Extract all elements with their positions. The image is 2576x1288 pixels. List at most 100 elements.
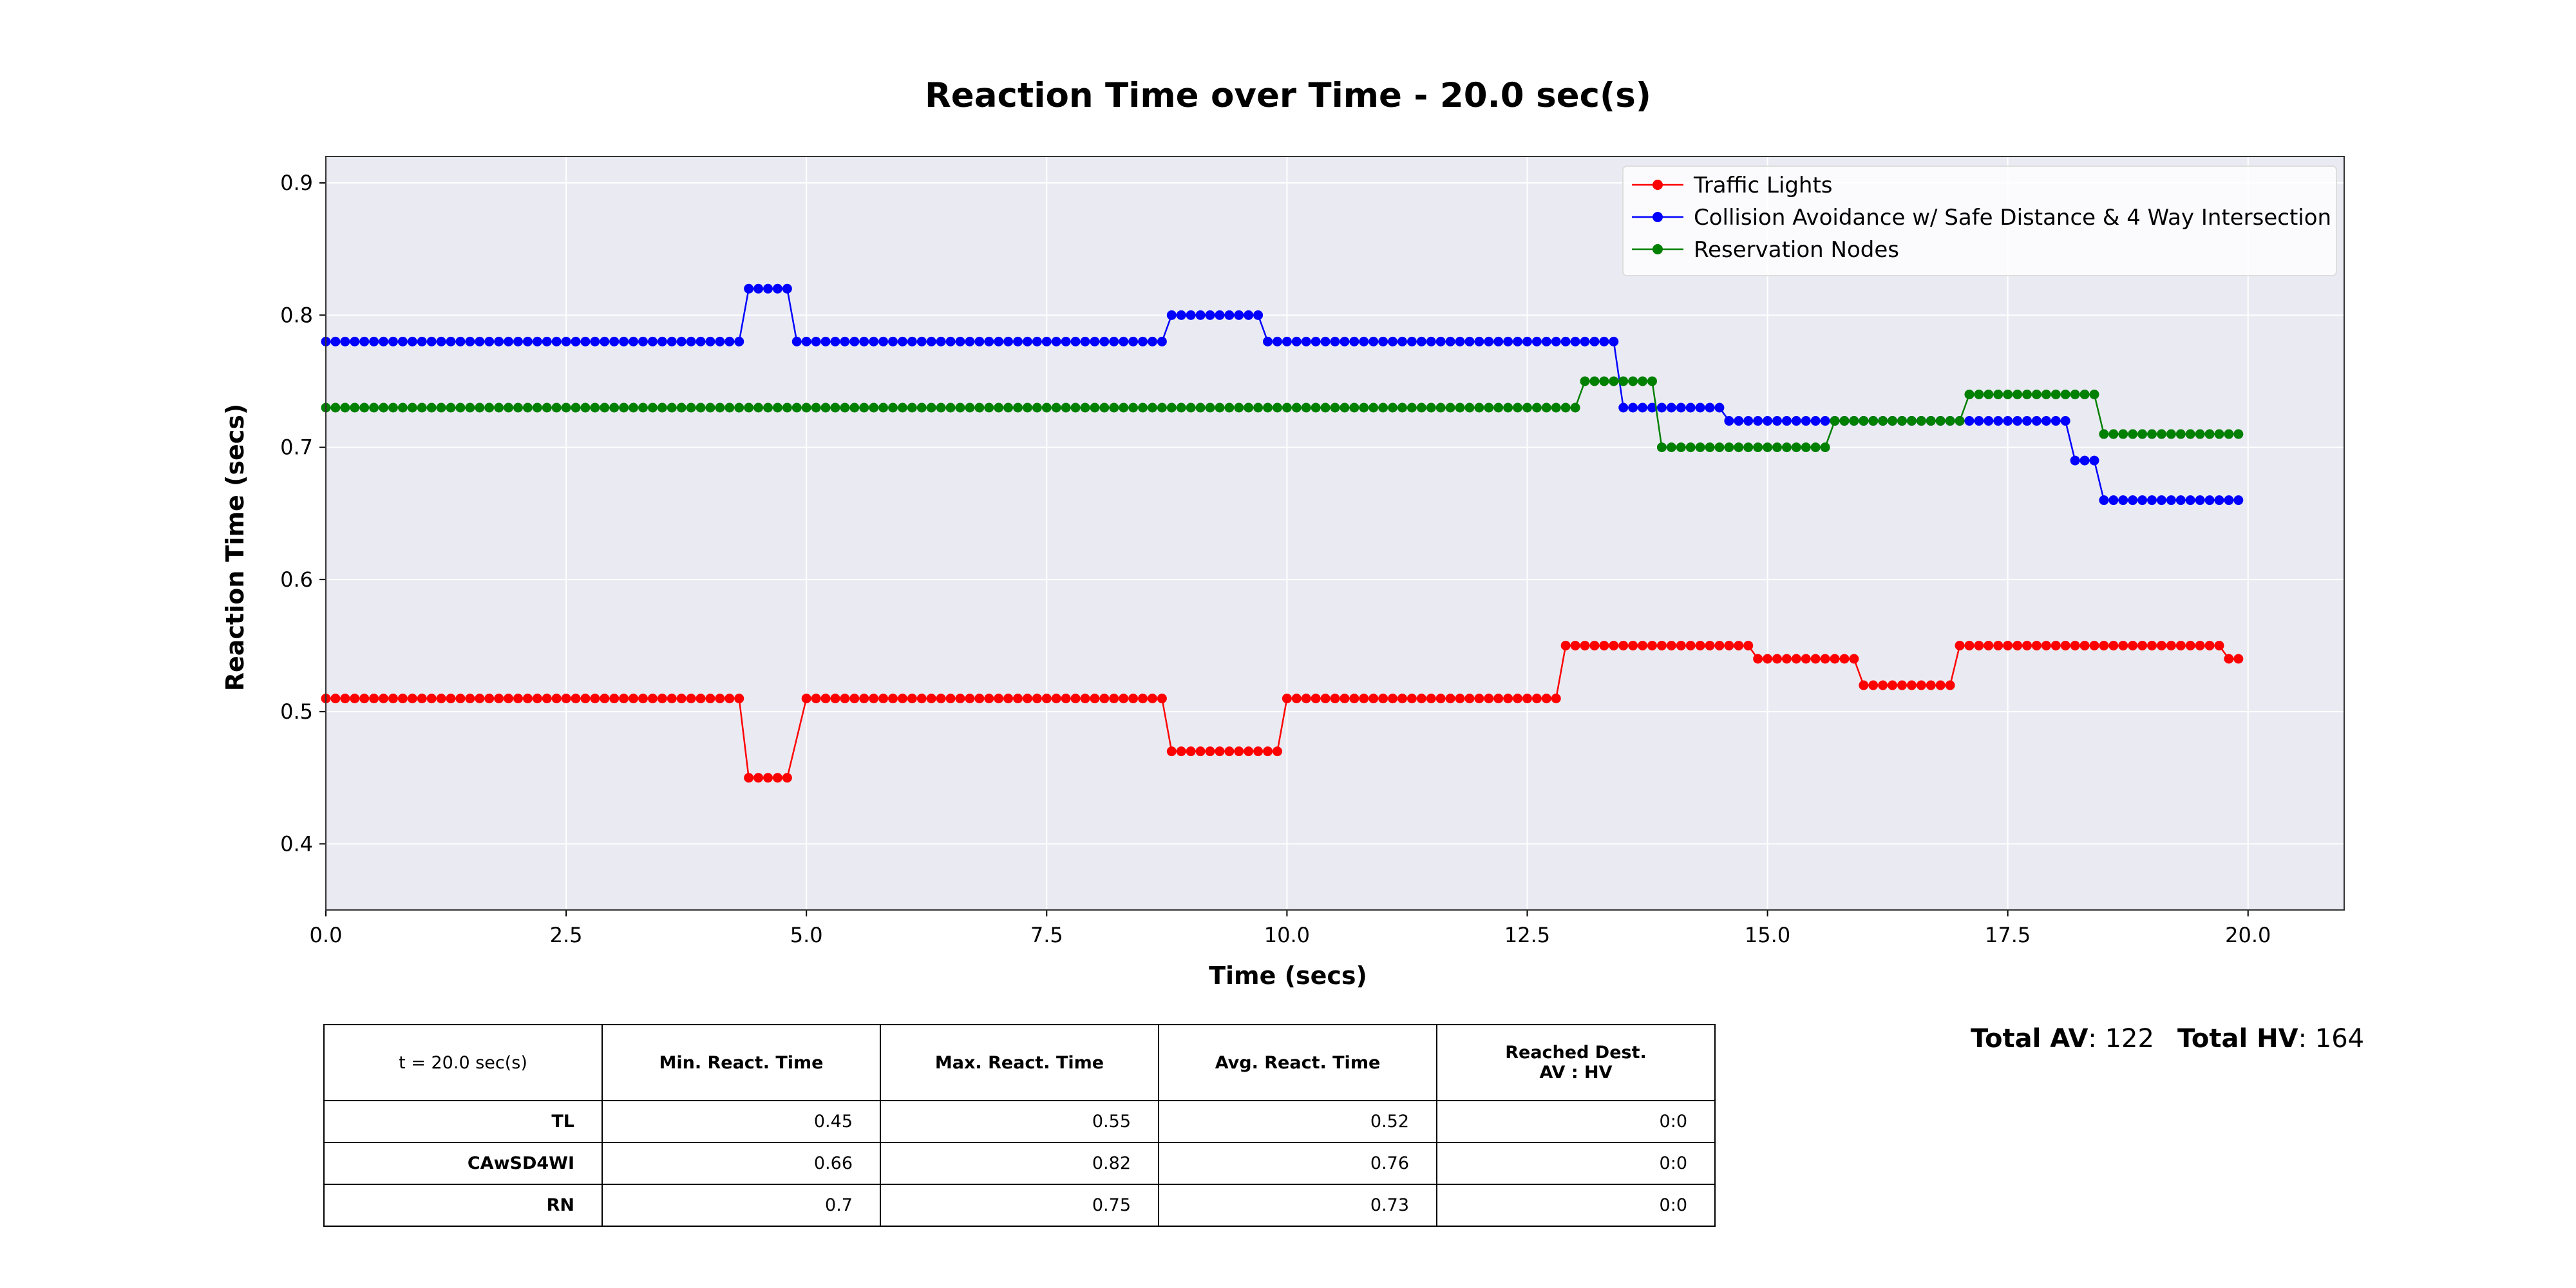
data-point bbox=[762, 773, 773, 783]
data-point bbox=[1445, 402, 1455, 413]
table-cell-max: 0.55 bbox=[880, 1100, 1159, 1143]
data-point bbox=[1801, 416, 1811, 426]
table-cell-min: 0.7 bbox=[601, 1184, 881, 1227]
data-point bbox=[1301, 402, 1311, 413]
data-point bbox=[1916, 680, 1926, 690]
data-point bbox=[1090, 402, 1100, 413]
data-point bbox=[446, 402, 456, 413]
table-cell-max: 0.82 bbox=[880, 1142, 1159, 1185]
data-point bbox=[1282, 402, 1292, 413]
data-point bbox=[1599, 376, 1609, 386]
table-cell-avg: 0.76 bbox=[1158, 1142, 1437, 1185]
totals-summary: Total AV: 122 Total HV: 164 bbox=[1971, 1024, 2364, 1054]
data-point bbox=[340, 694, 350, 704]
data-point bbox=[1272, 746, 1282, 757]
data-point bbox=[330, 336, 341, 346]
data-point bbox=[2089, 389, 2099, 399]
data-point bbox=[619, 336, 629, 346]
data-point bbox=[1070, 402, 1081, 413]
data-point bbox=[1955, 640, 1965, 650]
data-point bbox=[1157, 694, 1167, 704]
data-point bbox=[1859, 416, 1869, 426]
data-point bbox=[859, 694, 869, 704]
data-point bbox=[1464, 402, 1475, 413]
data-point bbox=[926, 402, 936, 413]
data-point bbox=[590, 694, 600, 704]
data-point bbox=[1897, 680, 1908, 690]
data-point bbox=[1820, 654, 1830, 664]
data-point bbox=[1378, 336, 1388, 346]
data-point bbox=[2118, 429, 2128, 439]
data-point bbox=[465, 402, 475, 413]
data-point bbox=[724, 694, 735, 704]
data-point bbox=[1705, 442, 1715, 453]
data-point bbox=[1551, 402, 1561, 413]
data-point bbox=[2156, 429, 2166, 439]
data-point bbox=[2175, 495, 2186, 506]
data-point bbox=[1080, 402, 1090, 413]
data-point bbox=[657, 694, 667, 704]
data-point bbox=[1820, 416, 1830, 426]
chart-title: Reaction Time over Time - 20.0 sec(s) bbox=[925, 76, 1651, 115]
data-point bbox=[1445, 336, 1455, 346]
data-point bbox=[1109, 402, 1119, 413]
data-point bbox=[1513, 694, 1523, 704]
data-point bbox=[1224, 402, 1235, 413]
data-point bbox=[1311, 694, 1321, 704]
data-point bbox=[1676, 442, 1686, 453]
data-point bbox=[676, 402, 687, 413]
data-point bbox=[1945, 680, 1955, 690]
data-point bbox=[849, 402, 860, 413]
data-point bbox=[1984, 416, 1994, 426]
data-point bbox=[2147, 429, 2157, 439]
table-row: CAwSD4WI 0.66 0.82 0.76 0:0 bbox=[323, 1142, 1716, 1185]
data-point bbox=[532, 336, 542, 346]
data-point bbox=[686, 336, 696, 346]
data-point bbox=[1051, 402, 1061, 413]
data-point bbox=[2195, 429, 2205, 439]
x-axis-label: Time (secs) bbox=[1209, 961, 1367, 990]
data-point bbox=[1138, 694, 1148, 704]
table-row: TL 0.45 0.55 0.52 0:0 bbox=[323, 1100, 1716, 1143]
data-point bbox=[1147, 694, 1157, 704]
data-point bbox=[647, 694, 658, 704]
data-point bbox=[397, 336, 408, 346]
data-point bbox=[744, 283, 754, 294]
data-point bbox=[590, 336, 600, 346]
data-point bbox=[1638, 640, 1648, 650]
data-point bbox=[1724, 640, 1734, 650]
data-point bbox=[1378, 694, 1388, 704]
data-point bbox=[1945, 416, 1955, 426]
data-point bbox=[1513, 402, 1523, 413]
data-point bbox=[1340, 694, 1350, 704]
data-point bbox=[1763, 654, 1773, 664]
data-point bbox=[2079, 640, 2090, 650]
data-point bbox=[1051, 336, 1061, 346]
table-cell-reached: 0:0 bbox=[1436, 1142, 1716, 1185]
data-point bbox=[657, 402, 667, 413]
data-point bbox=[1743, 416, 1754, 426]
data-point bbox=[696, 694, 706, 704]
data-point bbox=[1013, 336, 1023, 346]
data-point bbox=[446, 694, 456, 704]
data-point bbox=[2156, 640, 2166, 650]
data-point bbox=[446, 336, 456, 346]
legend-label: Reservation Nodes bbox=[1694, 237, 1899, 263]
data-point bbox=[1810, 442, 1821, 453]
data-point bbox=[2050, 640, 2061, 650]
data-point bbox=[2214, 495, 2224, 506]
data-point bbox=[955, 336, 965, 346]
x-tick-label: 12.5 bbox=[1504, 923, 1550, 947]
data-point bbox=[580, 402, 591, 413]
data-point bbox=[907, 336, 917, 346]
data-point bbox=[1119, 402, 1129, 413]
data-point bbox=[1734, 640, 1744, 650]
data-point bbox=[551, 336, 562, 346]
data-point bbox=[945, 336, 956, 346]
data-point bbox=[1166, 746, 1177, 757]
data-point bbox=[2166, 640, 2176, 650]
data-point bbox=[1022, 402, 1032, 413]
data-point bbox=[2099, 640, 2109, 650]
data-point bbox=[1032, 694, 1042, 704]
data-point bbox=[1176, 310, 1186, 320]
